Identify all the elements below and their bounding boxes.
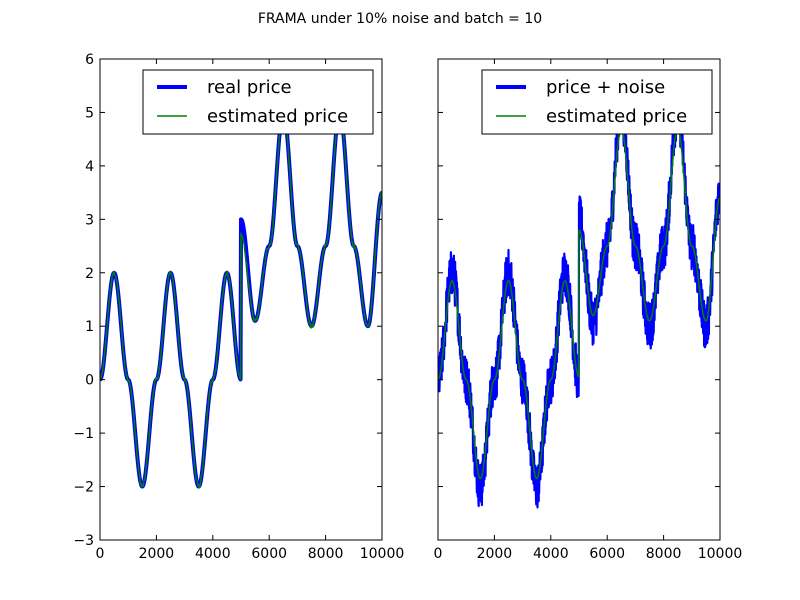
axes-frame: [437, 58, 721, 541]
legend-box: [142, 69, 374, 135]
y-tick-label: −1: [73, 426, 94, 442]
legend-label: estimated price: [207, 106, 348, 127]
legend-label: real price: [207, 77, 292, 98]
legend: price + noise estimated price: [481, 69, 713, 135]
y-tick-label: 6: [85, 52, 94, 68]
legend-label: estimated price: [546, 106, 687, 127]
legend: real price estimated price: [142, 69, 374, 135]
legend-box: [481, 69, 713, 135]
y-tick-label: −3: [73, 533, 94, 549]
x-tick-label: 4000: [195, 546, 231, 562]
y-tick-label: 4: [85, 159, 94, 175]
subplot-2: 0 2000 4000 6000 8000 10000 price + noise estim…: [434, 58, 743, 562]
legend-label: price + noise: [546, 77, 665, 98]
x-tick-label: 8000: [646, 546, 682, 562]
y-tick-label: 5: [85, 105, 94, 121]
series-line-estimated-price: [438, 127, 720, 480]
subplots: 0 2000 4000 6000 8000 10000 −3 −2 −1 0 1 2 3 4 5 6 real …: [73, 52, 742, 562]
x-tick-label: 0: [434, 546, 443, 562]
x-tick-label: 10000: [360, 546, 405, 562]
figure-title: FRAMA under 10% noise and batch = 10: [258, 11, 542, 27]
x-tick-label: 8000: [308, 546, 344, 562]
y-tick-label: 3: [85, 212, 94, 228]
y-tick-label: −2: [73, 480, 94, 496]
axes-frame: [99, 58, 383, 541]
x-tick-label: 10000: [698, 546, 743, 562]
subplot-1: 0 2000 4000 6000 8000 10000 −3 −2 −1 0 1 2 3 4 5 6 real …: [73, 52, 404, 562]
series-group: [438, 90, 720, 509]
y-tick-label: 2: [85, 266, 94, 282]
x-tick-label: 2000: [139, 546, 175, 562]
x-tick-label: 6000: [589, 546, 625, 562]
series-group: [100, 110, 382, 489]
x-tick-label: 6000: [251, 546, 287, 562]
x-tick-label: 4000: [533, 546, 569, 562]
x-tick-label: 2000: [477, 546, 513, 562]
y-tick-label: 1: [85, 319, 94, 335]
series-line-estimated-price: [100, 110, 382, 489]
x-tick-label: 0: [96, 546, 105, 562]
y-tick-label: 0: [85, 373, 94, 389]
